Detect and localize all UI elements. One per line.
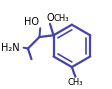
Text: H₂N: H₂N xyxy=(1,43,20,53)
Text: O: O xyxy=(46,13,54,23)
Text: HO: HO xyxy=(24,17,39,27)
Text: CH₃: CH₃ xyxy=(53,14,69,23)
Text: CH₃: CH₃ xyxy=(68,78,83,87)
